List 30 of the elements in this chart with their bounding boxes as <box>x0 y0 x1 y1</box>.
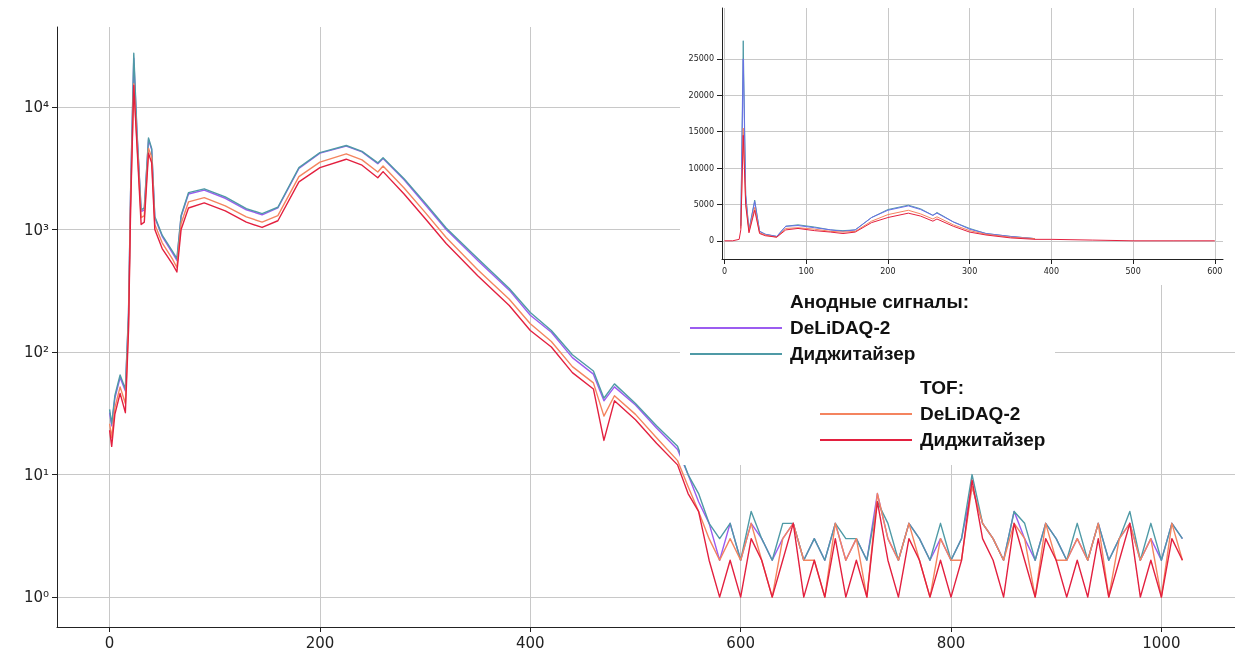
x-tick-label: 100 <box>798 266 814 276</box>
y-tick-label: 10¹ <box>23 465 49 484</box>
x-tick-label: 0 <box>104 633 115 650</box>
y-tick-label: 15000 <box>688 127 714 137</box>
x-tick-label: 600 <box>1207 266 1223 276</box>
x-tick-label: 500 <box>1125 266 1141 276</box>
x-tick-label: 200 <box>305 633 335 650</box>
y-tick-label: 10000 <box>688 163 714 173</box>
x-tick-label: 200 <box>880 266 896 276</box>
y-tick-label: 10³ <box>23 220 49 239</box>
legend-label: Диджитайзер <box>790 342 916 366</box>
y-tick-label: 10⁴ <box>23 98 49 117</box>
y-tick-label: 0 <box>708 236 714 246</box>
y-tick-label: 5000 <box>693 199 714 209</box>
y-tick-label: 10² <box>23 343 49 362</box>
legend-label: DeLiDAQ-2 <box>920 402 1021 426</box>
y-tick-label: 20000 <box>688 90 714 100</box>
x-tick-label: 400 <box>515 633 545 650</box>
legend-label: DeLiDAQ-2 <box>790 316 891 340</box>
x-tick-label: 600 <box>726 633 755 650</box>
x-tick-label: 300 <box>962 266 978 276</box>
y-tick-label: 25000 <box>688 54 714 64</box>
y-tick-label: 10⁰ <box>23 588 49 607</box>
x-tick-label: 800 <box>936 633 966 650</box>
annotation: Анодные сигналы: <box>790 290 970 314</box>
x-tick-label: 400 <box>1043 266 1060 276</box>
x-tick-label: 0 <box>721 266 727 276</box>
annotation: TOF: <box>920 376 965 400</box>
x-tick-label: 1000 <box>1142 633 1181 650</box>
legend-label: Диджитайзер <box>920 428 1046 452</box>
